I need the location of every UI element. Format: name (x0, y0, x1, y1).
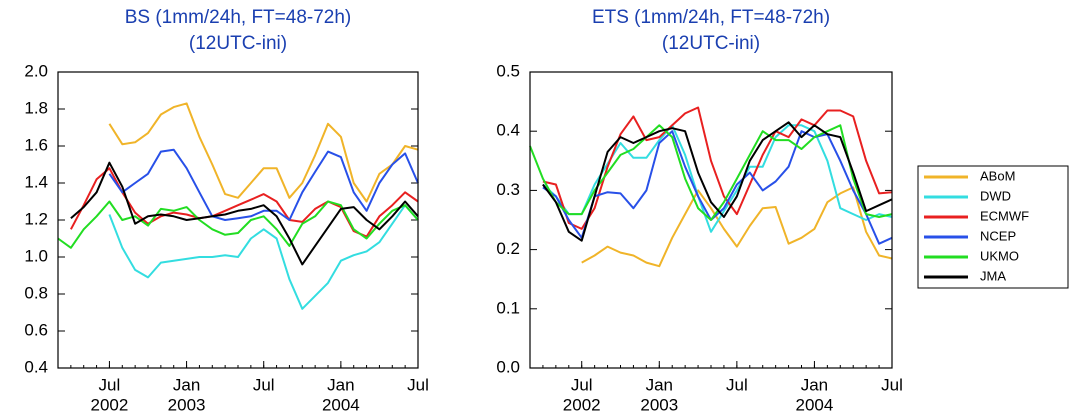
x-tick-label: Jan (646, 375, 673, 394)
legend-label: JMA (980, 268, 1006, 283)
legend-label: ABoM (980, 168, 1015, 183)
series-line (542, 130, 893, 245)
x-tick-label: Jul (726, 375, 748, 394)
x-tick-label: Jul (99, 375, 121, 394)
chart-subtitle: (12UTC-ini) (662, 33, 760, 54)
y-tick-label: 0.5 (496, 61, 520, 80)
plot-frame (529, 71, 893, 369)
y-tick-label: 0.3 (496, 180, 520, 199)
legend-label: DWD (980, 188, 1011, 203)
y-tick-label: 0.4 (24, 357, 48, 376)
legend-label: NCEP (980, 228, 1016, 243)
y-tick-label: 2.0 (24, 61, 48, 80)
y-tick-label: 0.4 (496, 121, 520, 140)
x-tick-label: Jan (327, 375, 354, 394)
x-tick-label: Jul (407, 375, 429, 394)
x-year-label: 2003 (168, 395, 206, 414)
x-year-label: 2002 (91, 395, 129, 414)
y-tick-label: 0.2 (496, 239, 520, 258)
y-tick-label: 1.0 (24, 246, 48, 265)
x-tick-label: Jul (881, 375, 903, 394)
series-line (542, 106, 893, 230)
x-tick-label: Jan (173, 375, 200, 394)
series-line (581, 186, 893, 268)
x-year-label: 2004 (322, 395, 360, 414)
x-year-label: 2004 (796, 395, 834, 414)
legend-box (917, 165, 1069, 289)
x-tick-label: Jan (801, 375, 828, 394)
y-tick-label: 1.8 (24, 98, 48, 117)
chart-title: BS (1mm/24h, FT=48-72h) (125, 7, 352, 28)
chart-subtitle: (12UTC-ini) (189, 33, 287, 54)
y-tick-label: 0.1 (496, 298, 520, 317)
x-year-label: 2002 (563, 395, 601, 414)
y-tick-label: 0.0 (496, 357, 520, 376)
series-line (542, 121, 893, 242)
y-tick-label: 0.8 (24, 283, 48, 302)
series-line (108, 204, 419, 310)
x-year-label: 2003 (640, 395, 678, 414)
series-line (108, 102, 419, 203)
chart-title: ETS (1mm/24h, FT=48-72h) (592, 7, 830, 28)
legend-label: ECMWF (980, 208, 1029, 223)
y-tick-label: 1.4 (24, 172, 48, 191)
plot-frame (57, 71, 419, 369)
x-tick-label: Jul (571, 375, 593, 394)
series-line (70, 161, 419, 266)
legend-label: UKMO (980, 248, 1019, 263)
series-line (529, 124, 893, 221)
x-tick-label: Jul (253, 375, 275, 394)
y-tick-label: 1.2 (24, 209, 48, 228)
series-line (108, 148, 419, 221)
y-tick-label: 1.6 (24, 135, 48, 154)
series-line (57, 200, 419, 249)
y-tick-label: 0.6 (24, 320, 48, 339)
